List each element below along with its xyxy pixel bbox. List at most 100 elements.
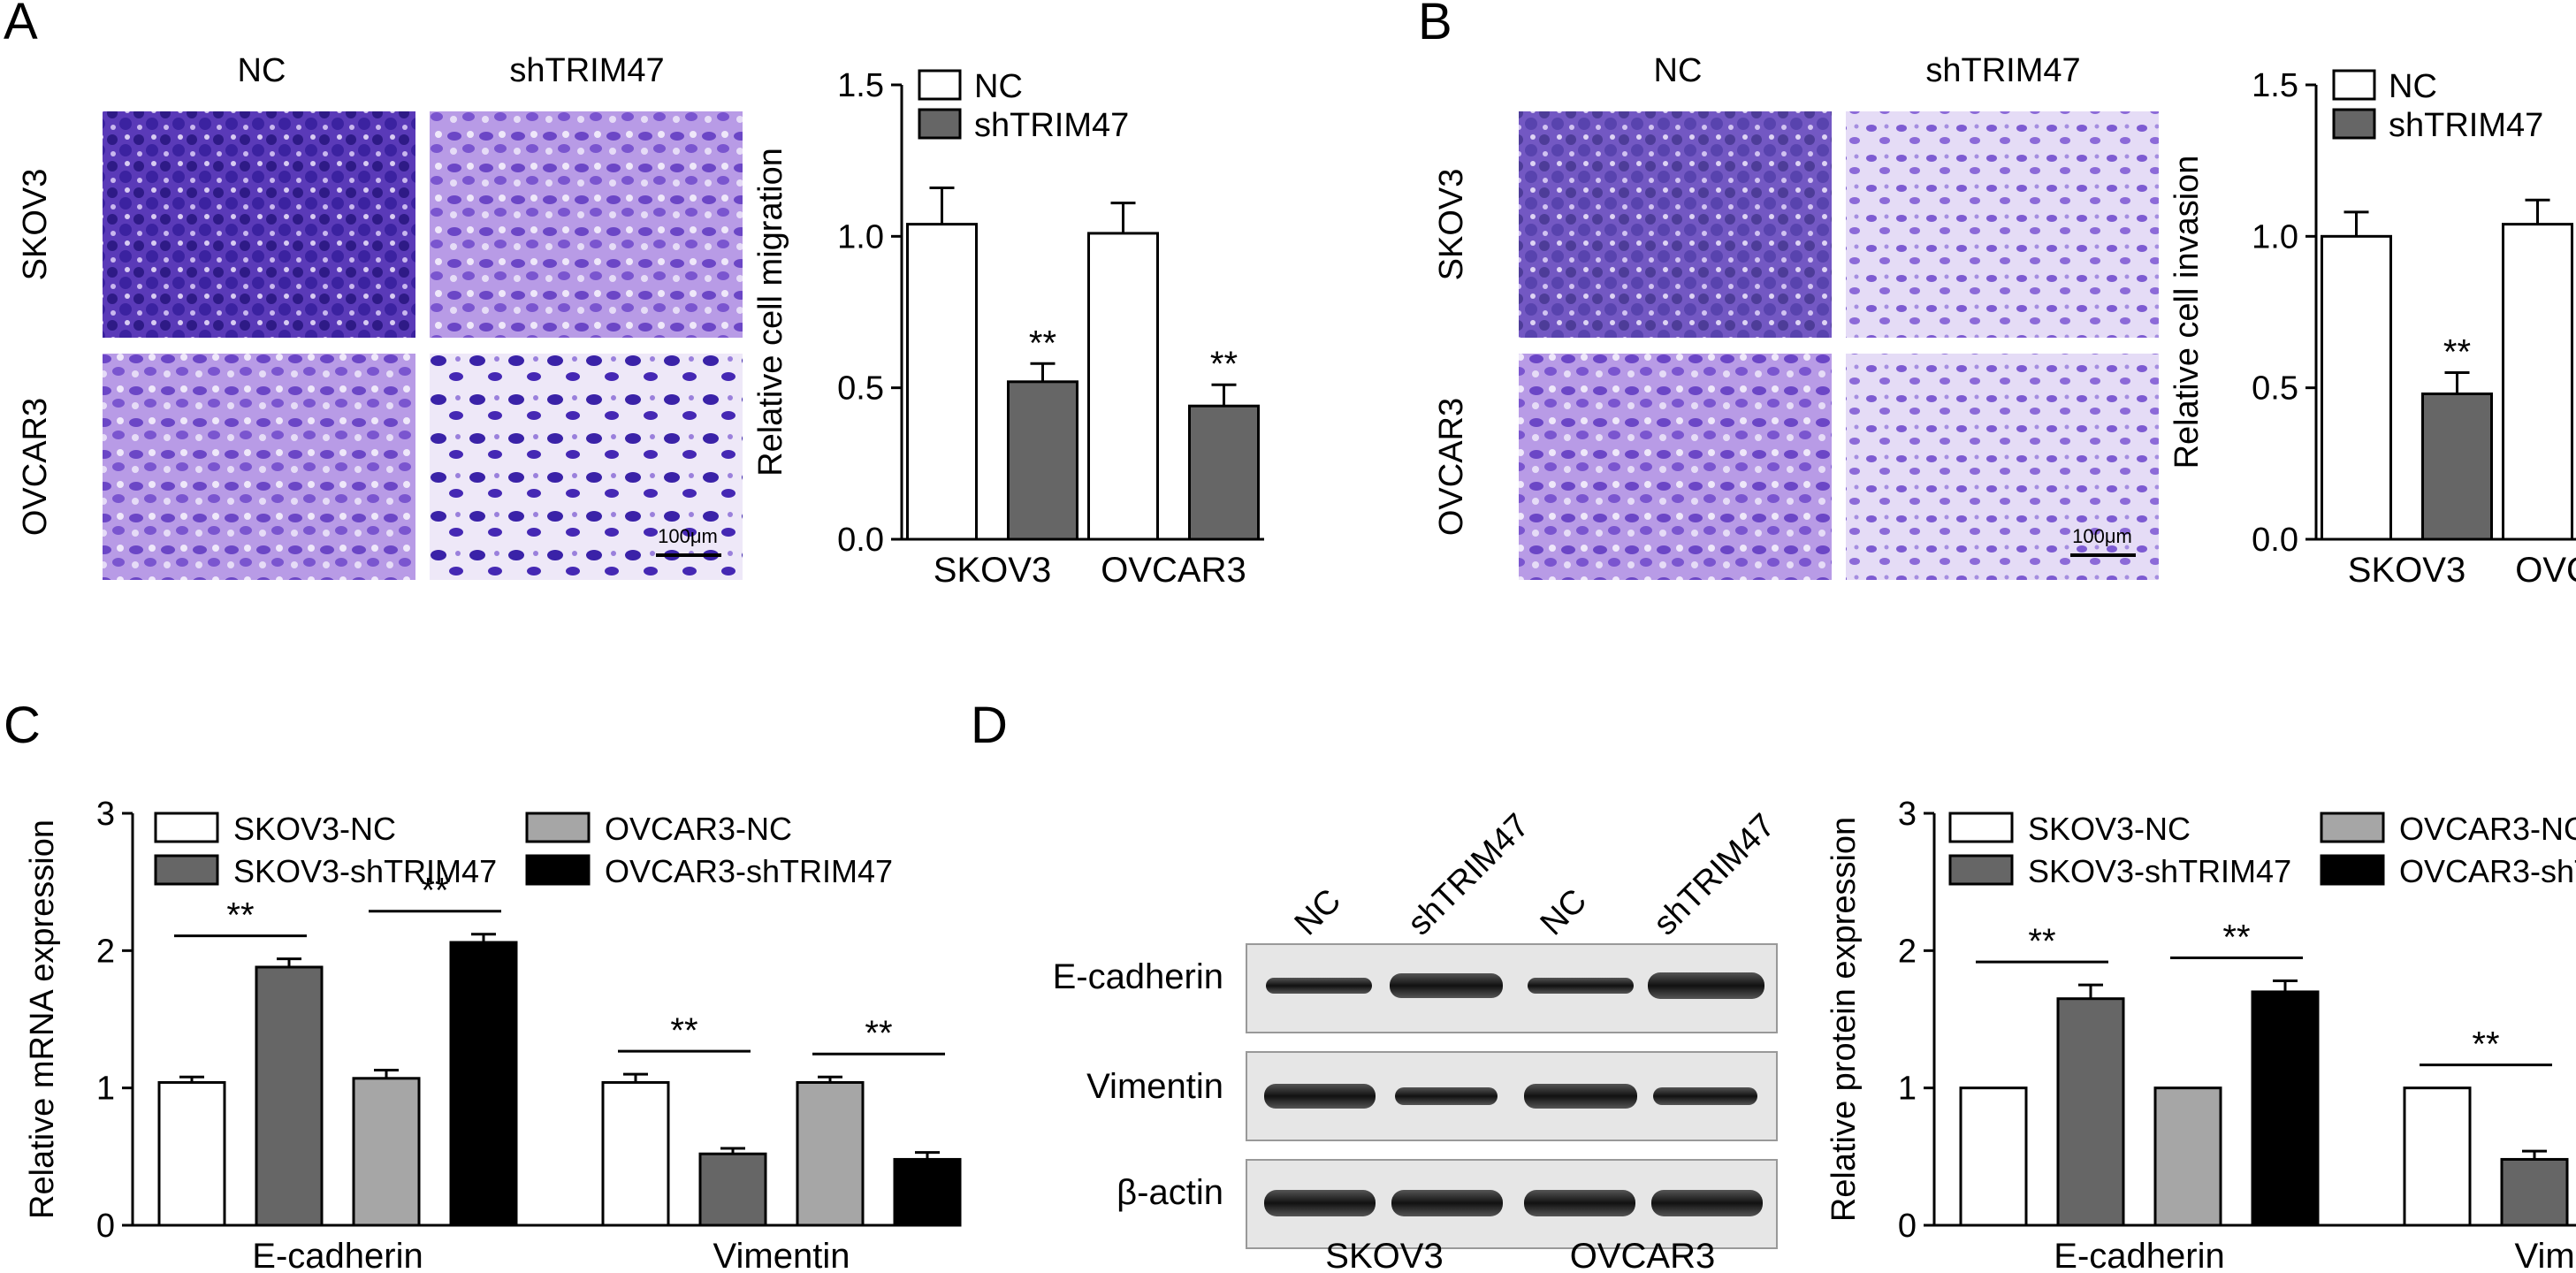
panel-d: D NC shTRIM47 NC shTRIM47 E-cadherin Vim… xyxy=(971,697,2576,1273)
chart-C-bar xyxy=(601,1080,670,1227)
chart-B-y-tick-label: 1.0 xyxy=(2252,218,2298,255)
chart-D-significance: ** xyxy=(2028,922,2055,961)
chart-A-y-tick-label: 1.5 xyxy=(837,67,884,104)
chart-C-significance: ** xyxy=(421,872,448,911)
chart-D-y-axis-label: Relative protein expression xyxy=(1825,817,1863,1222)
chart-D-x-tick-label: E-cadherin xyxy=(2054,1237,2224,1273)
blot-band xyxy=(1653,1087,1757,1105)
chart-A-y-axis-label: Relative cell migration xyxy=(752,148,789,476)
chart-A-y-tick-label: 0.5 xyxy=(837,370,884,408)
panel-a-micrograph-ovcar3-sh xyxy=(430,354,743,580)
blot-band xyxy=(1395,1087,1498,1105)
panel-a-col-label-sh: shTRIM47 xyxy=(509,52,664,89)
blot-band xyxy=(1648,972,1764,999)
chart-C-legend-label: SKOV3-NC xyxy=(233,811,396,847)
panel-a-col-label-nc: NC xyxy=(238,52,286,89)
blot-band xyxy=(1524,1084,1637,1109)
chart-D-legend-swatch xyxy=(2320,854,2385,886)
chart-D-y-tick-label: 1 xyxy=(1898,1071,1917,1108)
blot-band xyxy=(1390,973,1503,998)
panel-b-col-label-nc: NC xyxy=(1654,52,1703,89)
chart-d: 0 1 2 3 Relative protein expression E-cadheri… xyxy=(1825,796,2576,1273)
chart-B-legend-label: shTRIM47 xyxy=(2389,107,2543,144)
chart-D-x-tick-label: Vimentin xyxy=(2515,1237,2576,1273)
chart-D-bar xyxy=(2500,1157,2569,1227)
blot-band xyxy=(1391,1190,1503,1216)
chart-c: 0 1 2 3 Relative mRNA expression E-cadherin Vi… xyxy=(24,796,962,1273)
chart-B-significance: ** xyxy=(2443,333,2471,372)
chart-C-legend-label: OVCAR3-NC xyxy=(605,811,792,847)
chart-A-x-tick-label: SKOV3 xyxy=(934,551,1051,590)
chart-B-y-tick-label: 0.5 xyxy=(2252,370,2298,408)
chart-D-bar xyxy=(1959,1086,2028,1227)
chart-A-bar xyxy=(906,223,978,541)
chart-A-significance: ** xyxy=(1029,324,1056,362)
panel-a-micrograph-skov3-nc xyxy=(103,111,415,338)
chart-A-legend-label: shTRIM47 xyxy=(974,107,1129,144)
blot-lane-label-3: NC xyxy=(1534,882,1595,943)
panel-b-micrograph-ovcar3-sh xyxy=(1846,354,2159,580)
blot-row-label-vimentin: Vimentin xyxy=(1086,1067,1223,1106)
panel-b-letter: B xyxy=(1418,0,1452,50)
blot-band xyxy=(1264,1084,1376,1109)
chart-D-legend-label: SKOV3-shTRIM47 xyxy=(2028,853,2291,889)
chart-b: 0.0 0.5 1.0 1.5 Relative cell invasion ** SKOV… xyxy=(2168,67,2576,590)
chart-D-legend-label: OVCAR3-NC xyxy=(2399,811,2576,847)
chart-C-legend-swatch xyxy=(525,854,591,886)
chart-C-x-tick-label: E-cadherin xyxy=(252,1237,423,1273)
blot-band xyxy=(1524,1190,1635,1216)
blot-lane-label-2: shTRIM47 xyxy=(1401,807,1537,943)
chart-C-legend-swatch xyxy=(525,812,591,843)
blot-row-label-beta-actin: β-actin xyxy=(1117,1173,1223,1212)
chart-A-bar xyxy=(1087,232,1159,541)
panel-c-letter: C xyxy=(4,697,41,754)
panel-b-micrograph-skov3-sh xyxy=(1846,111,2159,338)
chart-D-legend-swatch xyxy=(1948,854,2014,886)
panel-a-micrograph-ovcar3-nc xyxy=(103,354,415,580)
chart-B-legend-label: NC xyxy=(2389,68,2437,105)
chart-C-bar xyxy=(449,941,518,1227)
panel-b-scale-bar-label: 100μm xyxy=(2072,525,2132,547)
blot-band xyxy=(1528,978,1634,994)
panel-a: A NC shTRIM47 SKOV3 OVCAR3 100μm 0.0 0.5 1… xyxy=(4,0,1264,590)
chart-C-y-tick-label: 2 xyxy=(96,933,115,970)
chart-D-legend-label: OVCAR3-shTRIM47 xyxy=(2399,853,2576,889)
chart-A-significance: ** xyxy=(1210,345,1238,384)
chart-A-legend-swatch xyxy=(918,69,962,101)
chart-D-bar xyxy=(2251,990,2320,1227)
chart-C-legend-label: SKOV3-shTRIM47 xyxy=(233,853,497,889)
chart-D-bar xyxy=(2153,1086,2222,1227)
blot-row-label-e-cadherin: E-cadherin xyxy=(1053,957,1223,996)
chart-D-y-tick-label: 2 xyxy=(1898,933,1917,970)
chart-C-bar xyxy=(698,1152,767,1227)
chart-C-significance: ** xyxy=(865,1014,892,1053)
chart-B-y-tick-label: 1.5 xyxy=(2252,67,2298,104)
chart-D-significance: ** xyxy=(2472,1025,2499,1064)
chart-C-significance: ** xyxy=(226,896,254,935)
panel-c: C 0 1 2 3 Relative mRNA expression E-cadherin… xyxy=(4,697,962,1273)
western-blot: NC shTRIM47 NC shTRIM47 E-cadherin Vimen… xyxy=(1053,807,1783,1273)
panel-b-row-label-skov3: SKOV3 xyxy=(1433,169,1470,281)
chart-C-bar xyxy=(796,1080,865,1227)
chart-C-y-tick-label: 3 xyxy=(96,796,115,833)
chart-C-bar xyxy=(255,965,324,1227)
blot-lane-label-1: NC xyxy=(1288,882,1349,943)
chart-A-legend-swatch xyxy=(918,108,962,140)
chart-B-y-axis-label: Relative cell invasion xyxy=(2168,156,2206,469)
chart-C-y-axis-label: Relative mRNA expression xyxy=(24,819,61,1219)
panel-b-micrograph-skov3-nc xyxy=(1519,111,1832,338)
chart-a: 0.0 0.5 1.0 1.5 Relative cell migration ** SKO… xyxy=(752,67,1264,590)
panel-a-scale-bar-label: 100μm xyxy=(658,525,718,547)
panel-b-col-label-sh: shTRIM47 xyxy=(1925,52,2080,89)
panel-a-micrograph-skov3-sh xyxy=(430,111,743,338)
panel-b-row-label-ovcar3: OVCAR3 xyxy=(1433,398,1470,536)
chart-B-x-tick-label: OVCAR3 xyxy=(2515,551,2576,590)
chart-B-bar xyxy=(2321,234,2392,541)
blot-lane-label-4: shTRIM47 xyxy=(1647,807,1783,943)
chart-D-y-tick-label: 0 xyxy=(1898,1208,1917,1245)
chart-D-bar xyxy=(2056,997,2125,1227)
chart-C-y-tick-label: 1 xyxy=(96,1071,115,1108)
chart-B-legend-swatch xyxy=(2332,69,2376,101)
chart-A-y-tick-label: 0.0 xyxy=(837,522,884,559)
